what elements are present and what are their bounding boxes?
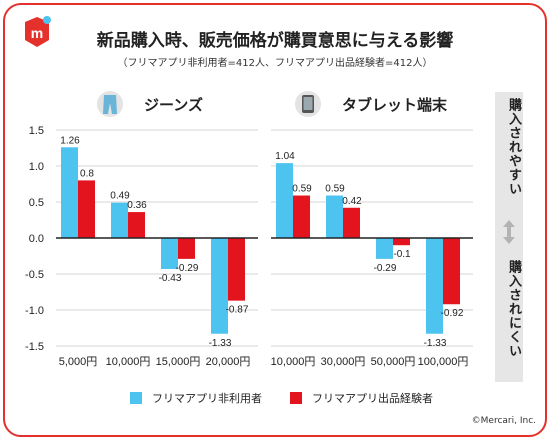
y-tick-label: 0.5 bbox=[29, 197, 44, 209]
y-tick-label: 0.0 bbox=[29, 233, 44, 245]
data-label: 0.36 bbox=[127, 200, 147, 211]
chart-title: 新品購入時、販売価格が購買意思に与える影響 bbox=[96, 31, 454, 51]
data-label: 1.26 bbox=[60, 135, 80, 146]
legend-label-non-user: フリマアプリ非利用者 bbox=[152, 392, 262, 405]
bar bbox=[128, 212, 145, 238]
data-label: -0.87 bbox=[226, 305, 249, 316]
data-label: 0.49 bbox=[110, 191, 130, 202]
bar bbox=[293, 195, 310, 238]
data-label: -0.92 bbox=[441, 308, 464, 319]
copyright: ©Mercari, Inc. bbox=[471, 416, 536, 426]
legend-non-user: フリマアプリ非利用者 bbox=[130, 390, 262, 406]
side-indicator: 購入されやすい 購入されにくい bbox=[495, 92, 523, 382]
x-tick-label: 50,000円 bbox=[371, 356, 416, 368]
legend-swatch-red bbox=[290, 392, 302, 404]
svg-text:m: m bbox=[31, 25, 43, 41]
side-label-bottom: 購入されにくい bbox=[506, 260, 521, 358]
chart-subtitle: （フリマアプリ非利用者=412人、フリマアプリ出品経験者=412人） bbox=[117, 58, 433, 69]
x-tick-label: 20,000円 bbox=[206, 356, 251, 368]
legend-label-seller: フリマアプリ出品経験者 bbox=[312, 392, 433, 405]
data-label: -1.33 bbox=[424, 338, 447, 349]
data-label: 0.59 bbox=[292, 184, 312, 195]
data-label: 0.59 bbox=[325, 184, 345, 195]
bar bbox=[443, 238, 460, 305]
bar bbox=[78, 180, 95, 238]
x-tick-label: 30,000円 bbox=[321, 356, 366, 368]
bar bbox=[111, 202, 128, 238]
jeans-icon bbox=[103, 95, 117, 114]
bar bbox=[343, 207, 360, 238]
panel-title: タブレット端末 bbox=[342, 96, 448, 114]
bar bbox=[178, 238, 195, 259]
data-label: -0.29 bbox=[374, 263, 397, 274]
jeans-icon-bg bbox=[97, 91, 123, 117]
y-tick-label: -0.5 bbox=[25, 269, 44, 281]
x-tick-label: 10,000円 bbox=[106, 356, 151, 368]
updown-arrow-icon bbox=[503, 220, 515, 244]
legend-swatch-blue bbox=[130, 392, 142, 404]
y-tick-label: -1.5 bbox=[25, 341, 44, 353]
y-tick-label: -1.0 bbox=[25, 305, 44, 317]
data-label: -0.43 bbox=[159, 273, 182, 284]
y-tick-label: 1.5 bbox=[29, 125, 44, 137]
y-tick-label: 1.0 bbox=[29, 161, 44, 173]
bar bbox=[376, 238, 393, 259]
bar bbox=[276, 163, 293, 238]
mercari-logo-icon: m bbox=[25, 16, 51, 47]
x-tick-label: 5,000円 bbox=[59, 356, 98, 368]
x-tick-label: 10,000円 bbox=[271, 356, 316, 368]
x-tick-label: 15,000円 bbox=[156, 356, 201, 368]
bar bbox=[211, 238, 228, 334]
bar bbox=[61, 147, 78, 238]
panel-title: ジーンズ bbox=[144, 96, 203, 114]
data-label: -0.29 bbox=[176, 263, 199, 274]
bar bbox=[426, 238, 443, 334]
bar bbox=[393, 238, 410, 246]
bar bbox=[228, 238, 245, 301]
bar bbox=[326, 195, 343, 238]
data-label: -0.1 bbox=[393, 249, 411, 260]
side-label-top: 購入されやすい bbox=[506, 98, 521, 196]
tablet-screen bbox=[303, 97, 313, 110]
bar bbox=[161, 238, 178, 269]
data-label: 1.04 bbox=[275, 151, 295, 162]
legend-seller: フリマアプリ出品経験者 bbox=[290, 390, 433, 406]
x-tick-label: 100,000円 bbox=[418, 356, 469, 368]
data-label: 0.8 bbox=[80, 168, 94, 179]
data-label: 0.42 bbox=[342, 196, 362, 207]
data-label: -1.33 bbox=[209, 338, 232, 349]
